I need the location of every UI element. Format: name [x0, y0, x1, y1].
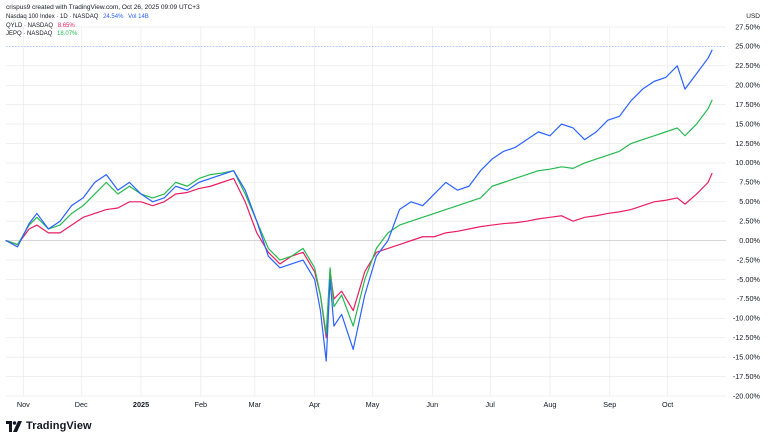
y-tick-label: 10.00%	[735, 158, 760, 167]
x-tick-label: Mar	[249, 400, 262, 409]
legend-jepq-name: JEPQ · NASDAQ	[6, 31, 53, 37]
y-tick-label: -5.00%	[737, 275, 761, 284]
legend-main-volume: Vol 14B	[128, 14, 149, 20]
currency-label: USD	[746, 13, 760, 20]
x-tick-label: Aug	[543, 400, 556, 409]
y-tick-label: -15.00%	[733, 352, 761, 361]
tradingview-logo-text: TradingView	[26, 420, 92, 432]
x-tick-label: 2025	[133, 400, 149, 409]
y-tick-label: 17.50%	[735, 100, 760, 109]
legend-jepq-value: 18.07%	[57, 31, 78, 37]
tradingview-logo-icon	[6, 420, 22, 432]
legend-main-value: 24.54%	[103, 14, 124, 20]
y-tick-label: 20.00%	[735, 81, 760, 90]
y-tick-label: 7.50%	[739, 178, 760, 187]
attribution-text: crispus9 created with TradingView.com, O…	[6, 3, 200, 12]
x-tick-label: Dec	[75, 400, 88, 409]
x-tick-label: Jul	[486, 400, 496, 409]
attribution-label: crispus9 created with TradingView.com, O…	[6, 4, 200, 11]
y-tick-label: 27.50%	[735, 22, 760, 31]
x-tick-label: Nov	[17, 400, 30, 409]
x-tick-label: Sep	[603, 400, 616, 409]
zero-line	[6, 46, 726, 242]
y-tick-label: 5.00%	[739, 197, 760, 206]
y-tick-label: -10.00%	[733, 314, 761, 323]
y-tick-label: -17.50%	[733, 372, 761, 381]
x-axis: Nov Dec 2025 Feb Mar Apr May Jun Jul Aug Sep Oct	[17, 400, 673, 409]
y-tick-label: 2.50%	[739, 217, 760, 226]
y-tick-label: -7.50%	[737, 294, 761, 303]
series-line-nasdaq[interactable]	[5, 49, 713, 362]
series-lines	[5, 49, 713, 362]
x-tick-label: May	[366, 400, 380, 409]
tradingview-logo[interactable]: TradingView	[6, 418, 92, 434]
y-axis: 27.50% 25.00% 22.50% 20.00% 17.50% 15.00% 12.5…	[733, 22, 761, 400]
gridlines	[6, 26, 726, 397]
y-tick-label: -20.00%	[733, 391, 761, 400]
legend-main-name: Nasdaq 100 Index · 1D · NASDAQ	[6, 14, 99, 20]
series-line-qyld[interactable]	[5, 172, 713, 339]
y-tick-label: 22.50%	[735, 61, 760, 70]
legend: Nasdaq 100 Index · 1D · NASDAQ 24.54% Vo…	[6, 13, 152, 39]
y-tick-label: 15.00%	[735, 119, 760, 128]
legend-row-qyld[interactable]: QYLD · NASDAQ 8.65%	[6, 22, 152, 31]
y-tick-label: 0.00%	[739, 236, 760, 245]
y-tick-label: -12.50%	[733, 333, 761, 342]
y-tick-label: 25.00%	[735, 42, 760, 51]
y-tick-label: 12.50%	[735, 139, 760, 148]
x-tick-label: Apr	[309, 400, 321, 409]
x-tick-label: Feb	[195, 400, 208, 409]
legend-row-jepq[interactable]: JEPQ · NASDAQ 18.07%	[6, 30, 152, 39]
legend-row-nasdaq[interactable]: Nasdaq 100 Index · 1D · NASDAQ 24.54% Vo…	[6, 13, 152, 22]
x-tick-label: Oct	[662, 400, 673, 409]
y-tick-label: -2.50%	[737, 255, 761, 264]
legend-qyld-value: 8.65%	[57, 22, 75, 29]
series-line-jepq[interactable]	[5, 99, 713, 335]
legend-qyld-name: QYLD · NASDAQ	[6, 22, 54, 29]
x-tick-label: Jun	[426, 400, 438, 409]
